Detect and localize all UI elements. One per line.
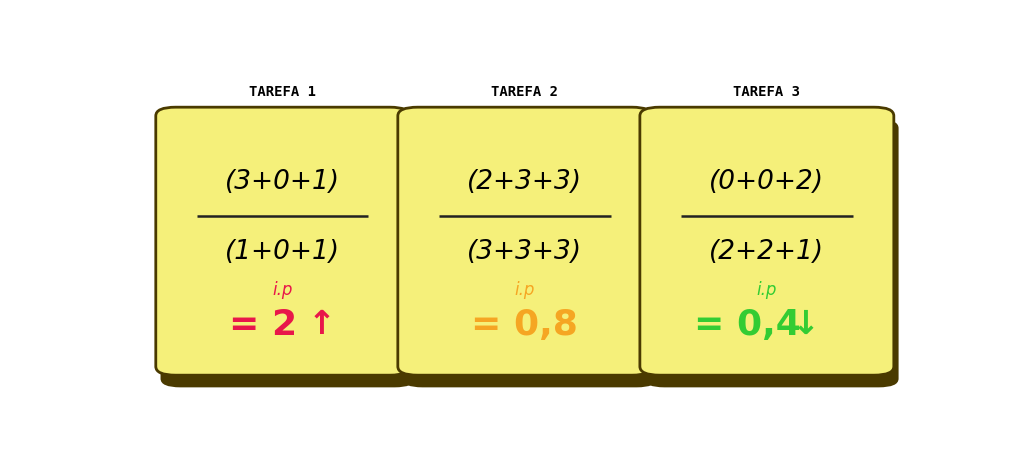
Text: (2+2+1): (2+2+1) <box>710 239 824 265</box>
FancyBboxPatch shape <box>640 108 894 375</box>
Text: (1+0+1): (1+0+1) <box>225 239 340 265</box>
Text: TAREFA 1: TAREFA 1 <box>249 85 316 99</box>
FancyBboxPatch shape <box>402 120 656 387</box>
FancyBboxPatch shape <box>397 108 651 375</box>
Text: i.p: i.p <box>272 280 293 298</box>
Text: ↑: ↑ <box>307 308 335 341</box>
Text: (2+3+3): (2+3+3) <box>467 169 583 195</box>
Text: TAREFA 3: TAREFA 3 <box>733 85 801 99</box>
Text: i.p: i.p <box>515 280 535 298</box>
Text: TAREFA 2: TAREFA 2 <box>492 85 558 99</box>
Text: (0+0+2): (0+0+2) <box>710 169 824 195</box>
Text: = 2: = 2 <box>229 307 298 341</box>
Text: = 0,8: = 0,8 <box>471 307 579 341</box>
Text: ↓: ↓ <box>792 308 819 341</box>
Text: (3+3+3): (3+3+3) <box>467 239 583 265</box>
FancyBboxPatch shape <box>161 120 415 387</box>
Text: = 0,4: = 0,4 <box>694 307 801 341</box>
FancyBboxPatch shape <box>645 120 899 387</box>
Text: (3+0+1): (3+0+1) <box>225 169 340 195</box>
FancyBboxPatch shape <box>156 108 410 375</box>
Text: i.p: i.p <box>757 280 777 298</box>
